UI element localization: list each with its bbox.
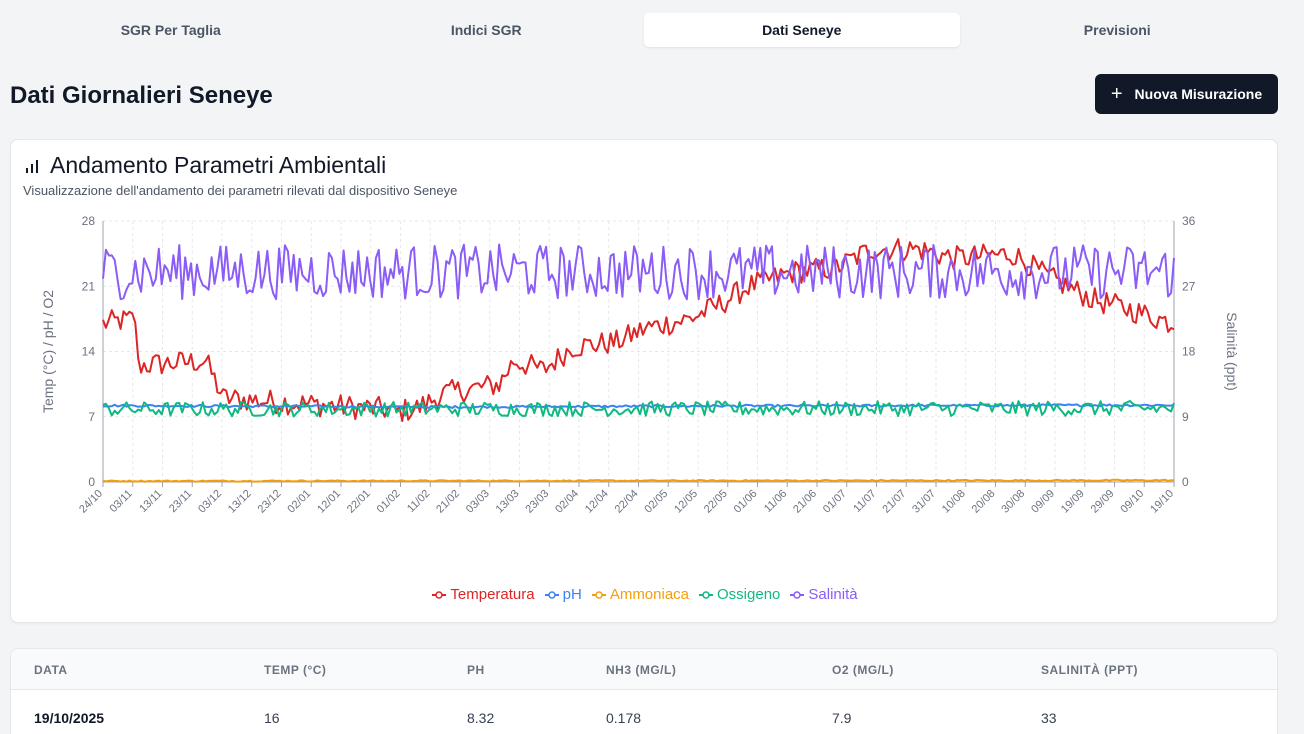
plus-icon: +: [1110, 83, 1123, 105]
series-line-ossigeno: [102, 400, 1175, 418]
card-subtitle: Visualizzazione dell'andamento dei param…: [23, 183, 458, 198]
x-tick-label: 23/11: [167, 488, 194, 515]
y-tick-left: 0: [88, 475, 95, 489]
x-tick-label: 23/12: [256, 488, 284, 516]
x-tick-label: 02/04: [553, 488, 581, 516]
x-tick-label: 20/08: [970, 488, 998, 516]
x-tick-label: 22/04: [613, 488, 641, 516]
x-tick-label: 22/01: [345, 488, 373, 516]
cell-salinita: 33: [1041, 710, 1057, 726]
y-tick-left: 28: [82, 214, 96, 228]
y-tick-right: 36: [1182, 214, 1196, 228]
x-tick-label: 01/07: [821, 488, 849, 516]
x-tick-label: 03/11: [107, 488, 134, 515]
tab-previsioni[interactable]: Previsioni: [1083, 22, 1151, 38]
x-tick-label: 10/08: [940, 488, 968, 516]
chart-legend: Temperatura pH Ammoniaca Ossigeno Salini…: [11, 586, 1279, 603]
x-tick-label: 24/10: [77, 488, 105, 516]
measurements-table: Data Temp (°C) pH NH3 (mg/L) O2 (mg/L) S…: [10, 648, 1278, 734]
tab-bar: SGR Per Taglia Indici SGR Dati Seneye Pr…: [10, 10, 1278, 50]
table-row[interactable]: 19/10/2025 16 8.32 0.178 7.9 33: [11, 690, 1277, 734]
x-tick-label: 01/06: [732, 488, 760, 516]
y-tick-left: 7: [88, 410, 95, 424]
cell-temp: 16: [264, 710, 280, 726]
table-header: Data Temp (°C) pH NH3 (mg/L) O2 (mg/L) S…: [11, 649, 1277, 690]
x-tick-label: 11/02: [405, 488, 432, 515]
x-tick-label: 03/12: [196, 488, 224, 516]
legend-item-temperatura[interactable]: Temperatura: [432, 586, 535, 603]
x-tick-label: 12/01: [315, 488, 343, 516]
x-tick-label: 21/02: [434, 488, 462, 516]
legend-label-temperatura: Temperatura: [450, 586, 535, 603]
legend-item-salinita[interactable]: Salinità: [790, 586, 858, 603]
th-nh3: NH3 (mg/L): [606, 663, 677, 677]
x-tick-label: 21/07: [880, 488, 908, 516]
bar-chart-icon: [26, 159, 38, 173]
card-title: Andamento Parametri Ambientali: [24, 152, 386, 179]
legend-label-ossigeno: Ossigeno: [717, 586, 781, 603]
series-line-ph: [102, 403, 1175, 409]
x-tick-label: 09/09: [1029, 488, 1057, 516]
tab-indici-sgr[interactable]: Indici SGR: [450, 22, 522, 38]
legend-marker-ammoniaca: [591, 590, 606, 599]
legend-label-salinita: Salinità: [808, 586, 858, 603]
x-tick-label: 19/09: [1059, 488, 1087, 516]
parameters-line-chart: 0 0 7 9 14 18 21 27 28 36 24/10 03/11 13/11 23/11 03/1…: [40, 214, 1240, 516]
y-tick-left: 14: [82, 345, 96, 359]
legend-label-ph: pH: [562, 586, 582, 603]
th-data: Data: [34, 663, 68, 677]
x-tick-label: 23/03: [523, 488, 551, 516]
th-salinita: Salinità (ppt): [1041, 663, 1138, 677]
card-title-text: Andamento Parametri Ambientali: [50, 152, 387, 178]
th-o2: O2 (mg/L): [832, 663, 894, 677]
series-line-ammoniaca: [102, 478, 1175, 483]
x-tick-label: 09/10: [1118, 488, 1146, 516]
legend-item-ammoniaca[interactable]: Ammoniaca: [591, 586, 690, 603]
legend-marker-salinita: [790, 590, 805, 599]
x-tick-label: 12/04: [583, 488, 611, 516]
legend-item-ph[interactable]: pH: [544, 586, 582, 603]
cell-o2: 7.9: [832, 710, 852, 726]
y-axis-title-left: Temp (°C) / pH / O2: [40, 290, 56, 413]
legend-marker-temperatura: [432, 590, 447, 599]
x-tick-label: 12/05: [672, 488, 700, 516]
page-title: Dati Giornalieri Seneye: [10, 82, 273, 109]
legend-item-ossigeno[interactable]: Ossigeno: [699, 586, 780, 603]
series-line-salinit-: [102, 243, 1175, 301]
legend-marker-ph: [544, 590, 559, 599]
new-measurement-label: Nuova Misurazione: [1134, 86, 1263, 102]
x-tick-label: 21/06: [791, 488, 819, 516]
x-tick-label: 31/07: [910, 488, 938, 516]
new-measurement-button[interactable]: + Nuova Misurazione: [1095, 74, 1278, 114]
x-tick-label: 01/02: [375, 488, 403, 516]
x-tick-label: 30/08: [999, 488, 1027, 516]
x-tick-label: 13/03: [494, 488, 522, 516]
tab-dati-seneye[interactable]: Dati Seneye: [644, 13, 960, 47]
x-tick-label: 19/10: [1148, 488, 1176, 516]
cell-nh3: 0.178: [606, 710, 642, 726]
y-tick-left: 21: [82, 279, 96, 293]
x-tick-label: 22/05: [702, 488, 730, 516]
cell-data: 19/10/2025: [34, 710, 105, 726]
x-tick-label: 02/01: [285, 488, 313, 516]
x-tick-label: 11/06: [762, 488, 789, 515]
y-axis-title-right: Salinità (ppt): [1224, 312, 1240, 391]
th-ph: pH: [467, 663, 485, 677]
y-tick-right: 27: [1182, 279, 1196, 293]
x-tick-label: 11/07: [851, 488, 878, 515]
x-tick-label: 13/11: [137, 488, 164, 515]
x-tick-label: 29/09: [1089, 488, 1117, 516]
y-tick-right: 0: [1182, 475, 1189, 489]
legend-marker-ossigeno: [699, 590, 714, 599]
y-tick-right: 18: [1182, 345, 1196, 359]
chart-card: Andamento Parametri Ambientali Visualizz…: [10, 139, 1278, 623]
th-temp: Temp (°C): [264, 663, 327, 677]
x-tick-label: 13/12: [226, 488, 254, 516]
x-tick-label: 02/05: [642, 488, 670, 516]
legend-label-ammoniaca: Ammoniaca: [609, 586, 690, 603]
y-tick-right: 9: [1182, 410, 1189, 424]
cell-ph: 8.32: [467, 710, 495, 726]
x-tick-label: 03/03: [464, 488, 492, 516]
tab-sgr-per-taglia[interactable]: SGR Per Taglia: [120, 22, 221, 38]
